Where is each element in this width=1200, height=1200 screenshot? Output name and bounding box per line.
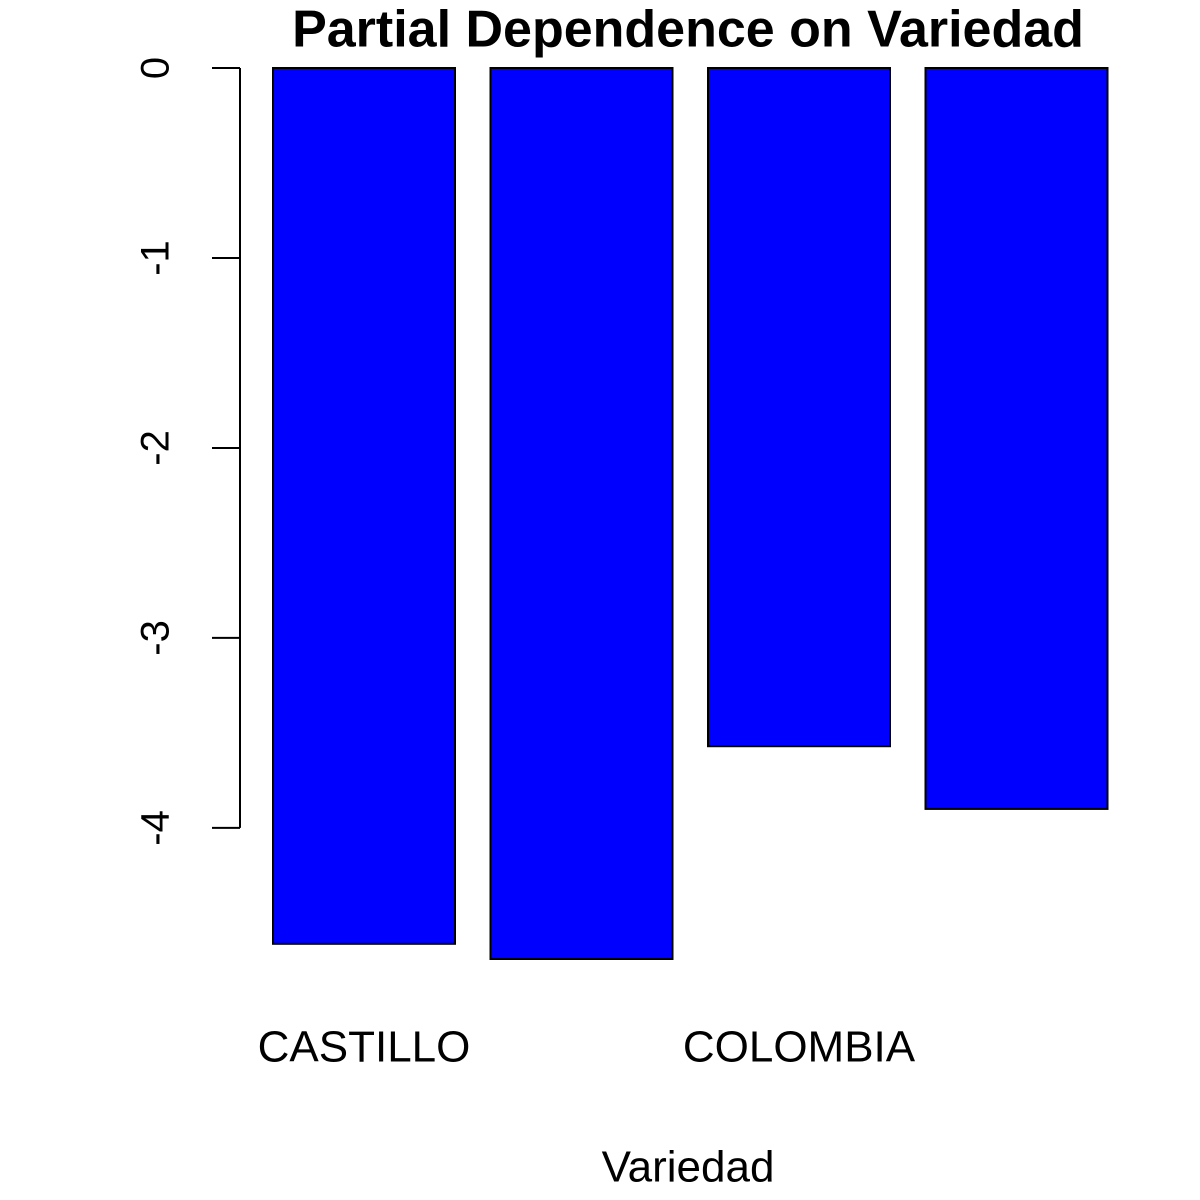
y-tick-label: -3 bbox=[134, 620, 178, 656]
bar bbox=[489, 67, 674, 960]
y-tick-label: -4 bbox=[134, 810, 178, 846]
bar bbox=[272, 67, 456, 945]
bar bbox=[707, 67, 891, 748]
x-tick-label: CASTILLO bbox=[258, 1023, 471, 1072]
y-tick-label: -1 bbox=[134, 240, 178, 276]
chart-title: Partial Dependence on Variedad bbox=[292, 1, 1084, 59]
bar bbox=[924, 67, 1109, 810]
y-tick-label: -2 bbox=[134, 430, 178, 466]
y-tick-label: 0 bbox=[134, 57, 178, 79]
x-tick-label: COLOMBIA bbox=[683, 1023, 916, 1072]
x-axis-label: Variedad bbox=[602, 1143, 775, 1192]
